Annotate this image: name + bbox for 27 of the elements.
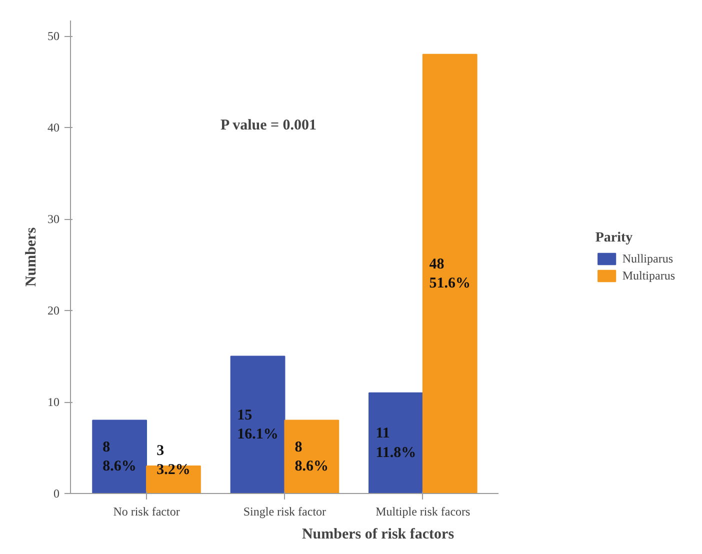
bar — [230, 356, 286, 494]
bar — [92, 420, 148, 494]
data-label: 8 8.6% — [102, 439, 136, 475]
x-tick-label: No risk factor — [113, 504, 180, 518]
x-axis-title: Numbers of risk factors — [302, 526, 454, 542]
data-label: 48 51.6% — [429, 256, 470, 292]
x-tick-label: Single risk factor — [243, 504, 326, 518]
legend-title: Parity — [595, 230, 634, 246]
y-tick-label: 10 — [48, 395, 60, 410]
legend-label: Nulliparus — [622, 251, 673, 266]
data-label: 3 3.2% — [156, 442, 190, 478]
y-tick-label: 50 — [48, 29, 60, 44]
bar — [368, 392, 424, 494]
data-label: 8 8.6% — [294, 439, 329, 475]
x-tick-label: Multiple risk facors — [376, 504, 471, 518]
bar — [422, 54, 478, 494]
legend-label: Multiparus — [622, 268, 675, 283]
y-tick-label: 0 — [54, 486, 60, 500]
y-tick-label: 30 — [48, 212, 60, 226]
data-label: 11 11.8% — [376, 426, 416, 461]
y-tick-label: 40 — [48, 120, 60, 135]
bar — [284, 420, 340, 494]
y-tick-label: 20 — [48, 304, 60, 318]
y-axis-title: Numbers — [24, 227, 40, 287]
annotation: P value = 0.001 — [220, 118, 317, 134]
data-label: 15 16.1% — [237, 407, 278, 442]
bar — [146, 466, 201, 494]
